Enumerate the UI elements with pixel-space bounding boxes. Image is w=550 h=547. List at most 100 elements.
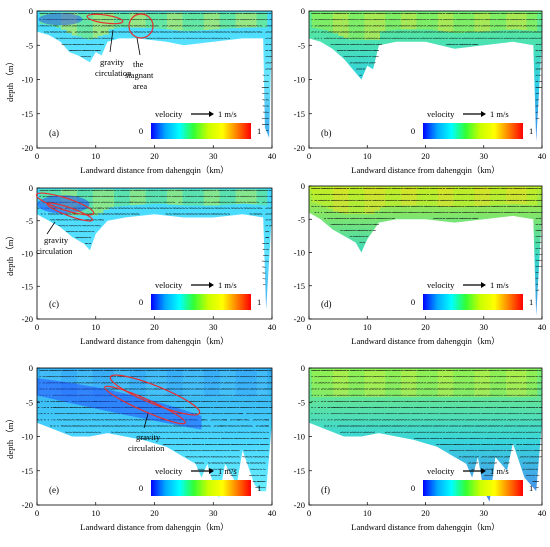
- y-tick-label: -10: [294, 248, 305, 258]
- y-tick-label: -15: [294, 109, 305, 119]
- y-tick-label: -10: [22, 249, 33, 259]
- velocity-band: [522, 12, 527, 30]
- velocity-band: [172, 12, 177, 30]
- bottom-flow-core: [39, 13, 83, 25]
- x-tick-label: 10: [92, 151, 101, 161]
- velocity-band: [193, 189, 198, 205]
- y-tick-label: -10: [22, 432, 33, 442]
- velocity-band: [495, 12, 500, 30]
- x-tick-label: 0: [307, 322, 311, 332]
- y-tick-label: 0: [29, 183, 33, 193]
- x-tick-label: 20: [150, 322, 159, 332]
- velocity-band: [214, 12, 219, 29]
- y-tick-label: -5: [26, 216, 33, 226]
- colorbar-max-label: 1: [257, 483, 261, 493]
- velocity-band: [380, 12, 385, 31]
- x-axis-label: Landward distance from dahengqin（km）: [351, 165, 499, 175]
- velocity-band: [391, 12, 396, 30]
- colorbar-min-label: 0: [139, 126, 143, 136]
- velocity-band: [527, 187, 532, 205]
- velocity-band: [511, 12, 516, 29]
- velocity-band: [501, 12, 506, 30]
- colorbar-title: velocity: [155, 466, 183, 476]
- velocity-band: [98, 189, 103, 213]
- velocity-band: [490, 12, 495, 30]
- velocity-band: [93, 12, 98, 37]
- velocity-band: [204, 189, 209, 205]
- x-tick-label: 40: [268, 322, 277, 332]
- velocity-band: [490, 187, 495, 205]
- colorbar-title: velocity: [427, 280, 455, 290]
- velocity-band: [433, 12, 438, 30]
- y-tick-label: -10: [294, 432, 305, 442]
- velocity-band: [322, 187, 327, 206]
- velocity-band: [454, 12, 459, 33]
- velocity-band: [396, 12, 401, 29]
- panel-label: (a): [49, 128, 59, 138]
- velocity-band: [417, 187, 422, 205]
- colorbar-title: velocity: [155, 109, 183, 119]
- y-tick-label: -20: [22, 500, 33, 510]
- panel-label: (c): [49, 299, 59, 309]
- reference-arrow-label: 1 m/s: [490, 466, 509, 476]
- colorbar-min-label: 0: [411, 483, 415, 493]
- reference-arrow-label: 1 m/s: [218, 109, 237, 119]
- x-tick-label: 20: [421, 322, 430, 332]
- velocity-band: [193, 12, 198, 30]
- velocity-band: [209, 189, 214, 205]
- reference-arrow-label: 1 m/s: [490, 109, 509, 119]
- velocity-band: [443, 12, 448, 31]
- velocity-band: [199, 12, 204, 30]
- x-axis-label: Landward distance from dahengqin（km）: [351, 522, 499, 532]
- velocity-band: [262, 189, 267, 205]
- x-tick-label: 30: [209, 508, 218, 518]
- velocity-band: [406, 12, 411, 29]
- y-axis-label: depth （m）: [5, 57, 15, 102]
- velocity-band: [385, 12, 390, 30]
- velocity-band: [391, 187, 396, 206]
- y-tick-label: -10: [22, 75, 33, 85]
- velocity-band: [459, 187, 464, 207]
- x-tick-label: 10: [92, 322, 101, 332]
- x-axis-label: Landward distance from dahengqin（km）: [351, 336, 499, 346]
- velocity-band: [199, 189, 204, 205]
- annotation-leader: [47, 222, 55, 234]
- velocity-band: [454, 187, 459, 207]
- velocity-band: [188, 189, 193, 205]
- y-tick-label: -15: [294, 466, 305, 476]
- colorbar: [423, 294, 523, 310]
- colorbar: [151, 123, 251, 139]
- velocity-band: [322, 12, 327, 30]
- annotation-text: area: [133, 81, 147, 91]
- annotation-text: gravity: [100, 57, 125, 67]
- velocity-band: [333, 12, 338, 33]
- velocity-band: [183, 12, 188, 31]
- x-axis-label: Landward distance from dahengqin（km）: [80, 522, 228, 532]
- x-tick-label: 20: [421, 151, 430, 161]
- y-tick-label: -20: [294, 314, 305, 324]
- x-tick-label: 0: [307, 151, 311, 161]
- x-tick-label: 40: [268, 508, 277, 518]
- reference-arrow-head: [209, 111, 214, 117]
- x-tick-label: 30: [480, 508, 489, 518]
- y-tick-label: 0: [29, 363, 33, 373]
- colorbar: [151, 480, 251, 496]
- velocity-band: [511, 187, 516, 204]
- reference-arrow-label: 1 m/s: [490, 280, 509, 290]
- reference-arrow-label: 1 m/s: [218, 466, 237, 476]
- velocity-band: [448, 187, 453, 207]
- x-tick-label: 40: [538, 508, 547, 518]
- velocity-band: [532, 187, 537, 205]
- y-axis-label: depth （m）: [5, 414, 15, 459]
- annotation-text: circulation: [36, 246, 73, 256]
- reference-arrow-head: [209, 282, 214, 288]
- x-tick-label: 30: [209, 151, 218, 161]
- velocity-band: [343, 12, 348, 38]
- velocity-band: [396, 187, 401, 205]
- velocity-band: [125, 189, 130, 205]
- velocity-band: [114, 189, 119, 206]
- colorbar-max-label: 1: [257, 297, 261, 307]
- velocity-band: [495, 187, 500, 205]
- velocity-band: [412, 12, 417, 29]
- velocity-band: [188, 12, 193, 31]
